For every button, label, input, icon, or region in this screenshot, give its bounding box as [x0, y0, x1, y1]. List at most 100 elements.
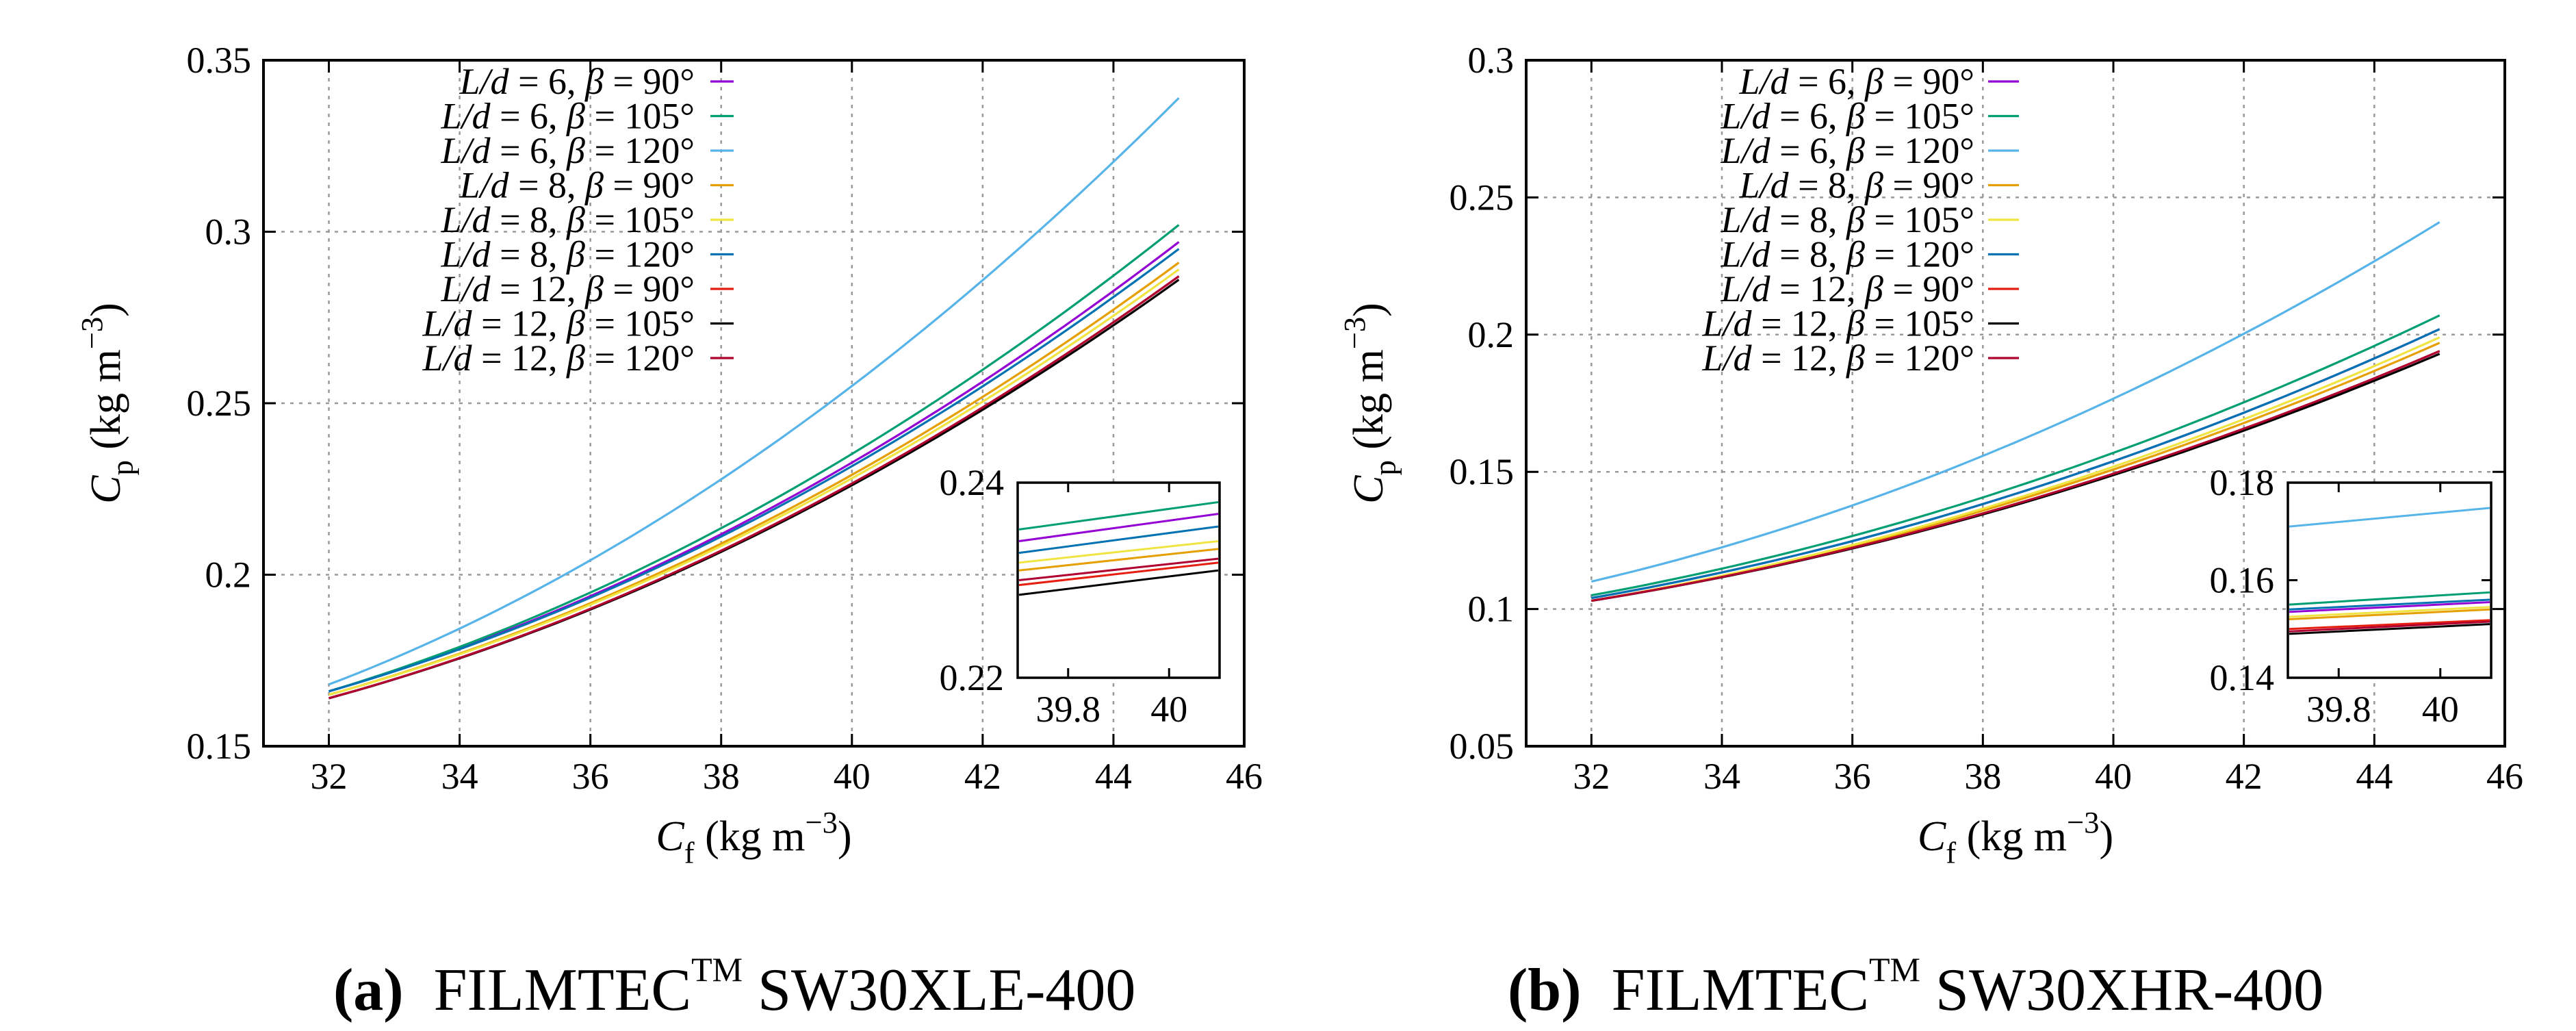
legend-text: = 12, [472, 303, 567, 344]
axis-label-close: ) [838, 813, 852, 860]
legend-text: = 90° [1883, 268, 1974, 309]
inset-series-line [1018, 548, 1219, 572]
series-line [1591, 314, 2440, 597]
inset-series-line [2289, 608, 2490, 620]
legend-symbol: β [1846, 96, 1865, 137]
legend-text: = 105° [1865, 96, 1974, 137]
caption-b-brand: FILMTEC [1612, 957, 1869, 1023]
axis-label-superscript: −3 [2067, 805, 2099, 839]
legend-label: L/d = 6, β = 120° [441, 130, 695, 171]
x-tick-label: 34 [441, 756, 478, 797]
legend-symbol: L/d [1702, 338, 1753, 379]
legend-symbol: β [584, 61, 604, 102]
legend-symbol: L/d [1721, 130, 1771, 171]
legend-symbol: L/d [1739, 165, 1790, 206]
legend-text: = 6, [509, 61, 585, 102]
y-tick-label: 0.3 [205, 212, 252, 253]
axis-label-superscript: −3 [75, 317, 109, 349]
legend-text: = 6, [491, 130, 567, 171]
legend-text: = 120° [585, 234, 695, 275]
caption-a-brand: FILMTEC [434, 957, 691, 1023]
y-tick-label: 0.15 [187, 726, 252, 767]
legend-text: = 12, [491, 268, 585, 309]
x-tick-label: 40 [2095, 756, 2132, 797]
legend-symbol: L/d [1702, 303, 1753, 344]
inset-series-line [1018, 569, 1219, 596]
y-tick-label: 0.2 [1468, 314, 1515, 355]
legend-symbol: β [1846, 234, 1865, 275]
legend-label: L/d = 8, β = 120° [441, 234, 695, 275]
legend-text: = 90° [604, 268, 695, 309]
inset-y-tick-label: 0.16 [2210, 560, 2275, 601]
inset-y-tick-label: 0.18 [2210, 462, 2275, 503]
axis-label-symbol: C [83, 475, 129, 504]
axis-label-subscript: f [1946, 836, 1956, 870]
axis-label-unit: (kg m [695, 813, 806, 860]
inset-x-tick-label: 39.8 [1036, 689, 1101, 730]
axis-label-symbol: C [656, 813, 684, 860]
inset-series-line [1018, 501, 1219, 531]
legend-text: = 105° [585, 199, 695, 240]
axis-label-unit: (kg m [1956, 813, 2067, 860]
legend-symbol: β [566, 303, 585, 344]
x-tick-label: 46 [2486, 756, 2523, 797]
legend-symbol: β [1846, 338, 1865, 379]
series-line [1590, 221, 2440, 583]
legend-text: = 8, [509, 165, 585, 206]
inset-series-line [2289, 591, 2490, 606]
legend-text: = 90° [1883, 61, 1974, 102]
legend-text: = 8, [491, 199, 567, 240]
series-line [329, 248, 1180, 693]
legend-symbol: β [1846, 199, 1865, 240]
inset-frame [1016, 481, 1221, 679]
legend-symbol: β [1864, 61, 1883, 102]
series-line [1591, 336, 2440, 602]
axis-label-unit: (kg m [83, 349, 129, 460]
legend-symbol: β [566, 96, 585, 137]
legend-symbol: β [1846, 303, 1865, 344]
x-tick-label: 42 [964, 756, 1001, 797]
inset-x-tick-label: 40 [2422, 689, 2459, 730]
inset-x-tick-label: 40 [1150, 689, 1187, 730]
series-line [328, 97, 1180, 686]
legend-text: = 6, [1770, 130, 1846, 171]
legend-symbol: β [584, 165, 604, 206]
legend-symbol: L/d [441, 199, 491, 240]
legend-symbol: β [1864, 165, 1883, 206]
x-tick-label: 42 [2226, 756, 2263, 797]
inset-y-tick-label: 0.14 [2210, 657, 2275, 698]
x-tick-label: 36 [1834, 756, 1871, 797]
caption-a: (a) FILMTECTM SW30XLE-400 [333, 950, 1135, 1023]
legend-symbol: β [1846, 130, 1865, 171]
legend-text: = 12, [1770, 268, 1865, 309]
legend-symbol: L/d [441, 96, 491, 137]
axis-label-unit: (kg m [1345, 349, 1392, 460]
y-tick-label: 0.1 [1468, 589, 1515, 630]
caption-b: (b) FILMTECTM SW30XHR-400 [1508, 950, 2323, 1023]
caption-b-label: (b) [1508, 957, 1582, 1023]
legend-label: L/d = 8, β = 90° [459, 165, 695, 206]
y-tick-label: 0.35 [187, 40, 252, 81]
x-tick-label: 36 [572, 756, 609, 797]
inset-series-line [2289, 598, 2490, 611]
caption-b-tm: TM [1869, 950, 1920, 989]
x-tick-label: 44 [2356, 756, 2393, 797]
x-tick-label: 38 [703, 756, 740, 797]
y-tick-label: 0.2 [205, 555, 252, 596]
legend-text: = 6, [1789, 61, 1865, 102]
legend-text: = 120° [585, 130, 695, 171]
legend-text: = 90° [604, 61, 695, 102]
legend-symbol: L/d [422, 303, 473, 344]
inset-series-line [1018, 513, 1219, 542]
legend-label: L/d = 6, β = 105° [1721, 96, 1974, 137]
legend-text: = 8, [1789, 165, 1865, 206]
legend-label: L/d = 12, β = 90° [1721, 268, 1974, 309]
legend-symbol: L/d [1739, 61, 1790, 102]
series-line [329, 224, 1180, 693]
y-tick-label: 0.25 [1450, 177, 1515, 218]
inset-x-tick-label: 39.8 [2306, 689, 2371, 730]
y-tick-label: 0.05 [1450, 726, 1515, 767]
legend-label: L/d = 12, β = 105° [1702, 303, 1974, 344]
inset-series-line [1018, 561, 1219, 587]
axis-label-superscript: −3 [1337, 317, 1371, 349]
